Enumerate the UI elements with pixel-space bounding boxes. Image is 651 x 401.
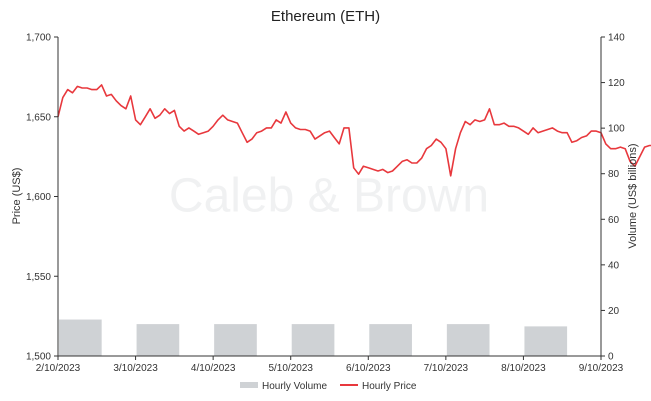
volume-bar xyxy=(214,324,257,356)
x-tick-label: 5/10/2023 xyxy=(268,363,313,374)
legend-label-price: Hourly Price xyxy=(362,381,417,392)
y-right-tick-label: 20 xyxy=(608,306,620,317)
volume-bar xyxy=(136,324,180,356)
y-right-tick-label: 40 xyxy=(608,260,620,271)
x-tick-label: 6/10/2023 xyxy=(346,363,391,374)
y-left-tick-label: 1,650 xyxy=(26,112,51,123)
legend-label-volume: Hourly Volume xyxy=(262,381,327,392)
x-tick-label: 9/10/2023 xyxy=(579,363,624,374)
x-tick-label: 3/10/2023 xyxy=(113,363,158,374)
x-tick-label: 2/10/2023 xyxy=(36,363,81,374)
right-axis-ticks: 0 20 40 60 80 100 120 140 xyxy=(601,33,625,363)
y-axis-label-right: Volume (US$ billions) xyxy=(627,143,639,248)
price-line xyxy=(57,84,651,177)
x-axis-ticks: 2/10/2023 3/10/2023 4/10/2023 5/10/2023 6/10… xyxy=(36,356,624,374)
x-tick-label: 7/10/2023 xyxy=(424,363,469,374)
y-right-tick-label: 80 xyxy=(608,169,620,180)
y-right-tick-label: 0 xyxy=(608,352,614,363)
volume-bar xyxy=(291,324,335,356)
y-right-tick-label: 120 xyxy=(608,78,625,89)
y-left-tick-label: 1,600 xyxy=(26,192,51,203)
y-axis-label-left: Price (US$) xyxy=(11,168,23,225)
y-right-tick-label: 100 xyxy=(608,124,625,135)
y-right-tick-label: 140 xyxy=(608,33,625,44)
volume-bar xyxy=(369,324,412,356)
y-left-tick-label: 1,550 xyxy=(26,272,51,283)
y-left-tick-label: 1,700 xyxy=(26,33,51,44)
legend: Hourly Volume Hourly Price xyxy=(240,381,417,392)
volume-bar xyxy=(524,326,568,356)
x-tick-label: 8/10/2023 xyxy=(501,363,546,374)
volume-bar xyxy=(59,319,102,356)
volume-bar xyxy=(446,324,490,356)
left-axis-ticks: 1,500 1,550 1,600 1,650 1,700 xyxy=(26,33,58,363)
volume-bars-group xyxy=(59,319,568,356)
chart-title: Ethereum (ETH) xyxy=(270,8,381,25)
x-tick-label: 4/10/2023 xyxy=(191,363,236,374)
legend-swatch-volume xyxy=(240,382,258,388)
y-left-tick-label: 1,500 xyxy=(26,352,51,363)
y-right-tick-label: 60 xyxy=(608,215,620,226)
watermark-text: Caleb & Brown xyxy=(169,170,489,223)
